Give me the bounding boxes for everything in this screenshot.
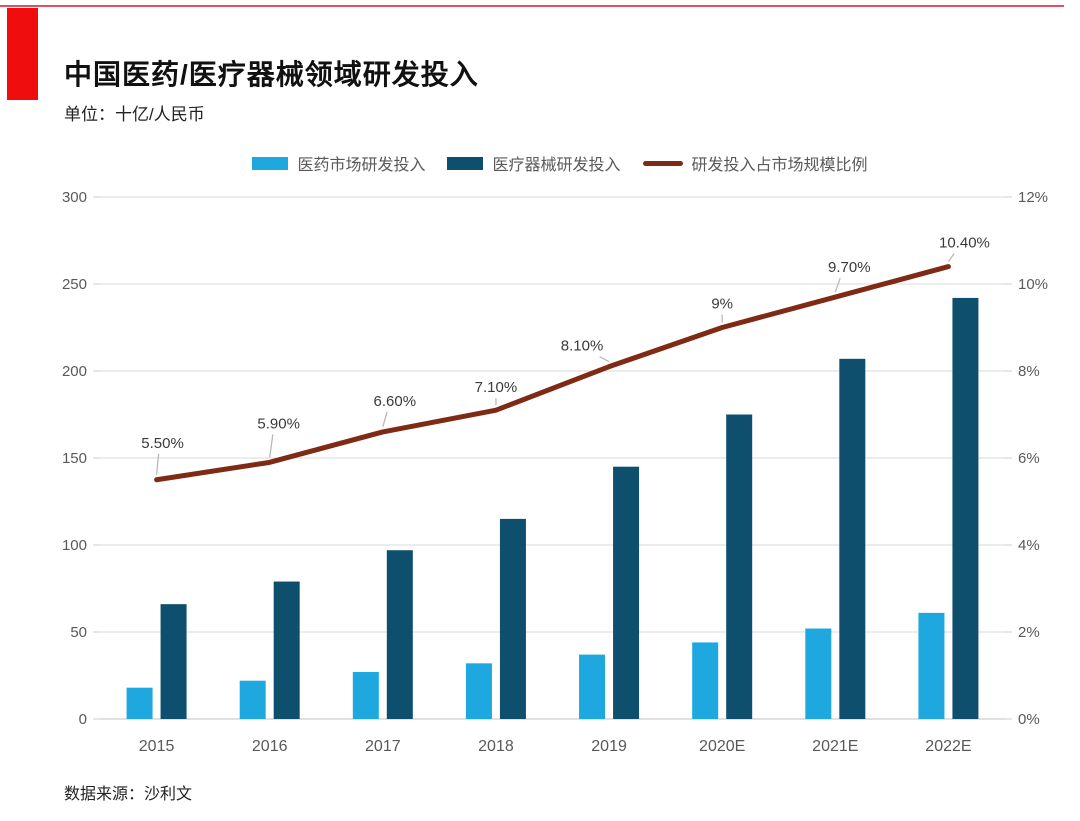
- x-category-label: 2016: [252, 738, 288, 755]
- x-category-label: 2017: [365, 738, 401, 755]
- bar-device-rd: [160, 604, 187, 719]
- unit-label: 单位：十亿/人民币: [64, 105, 205, 124]
- right-axis-label: 0%: [1018, 711, 1040, 728]
- ratio-point-label: 8.10%: [561, 338, 604, 355]
- label-leader-line: [947, 253, 955, 262]
- bar-pharma-rd: [805, 628, 832, 719]
- ratio-point-label: 10.40%: [939, 235, 990, 252]
- label-leader-line: [269, 434, 274, 458]
- right-axis-label: 12%: [1018, 189, 1048, 206]
- left-axis-label: 300: [62, 189, 87, 206]
- bar-pharma-rd: [579, 654, 606, 719]
- bar-device-rd: [386, 550, 413, 719]
- legend-item-device: 医疗器械研发投入: [447, 151, 621, 175]
- bar-device-rd: [726, 414, 753, 719]
- legend-label-pharma: 医药市场研发投入: [297, 157, 426, 174]
- left-axis-label: 200: [62, 363, 87, 380]
- bar-device-rd: [839, 358, 866, 719]
- x-category-label: 2019: [591, 738, 627, 755]
- ratio-point-label: 7.10%: [475, 379, 518, 396]
- bar-device-rd: [273, 581, 300, 719]
- ratio-line: [154, 264, 951, 483]
- left-axis-label: 250: [62, 276, 87, 293]
- legend-item-pharma: 医药市场研发投入: [252, 151, 425, 175]
- ratio-point-label: 9%: [711, 296, 733, 313]
- left-axis-label: 150: [62, 450, 87, 467]
- x-category-label: 2022E: [925, 738, 971, 755]
- left-axis-label: 50: [70, 624, 87, 641]
- legend-swatch-pharma-bar: [252, 156, 289, 170]
- ratio-point-label: 5.50%: [141, 435, 184, 452]
- legend-label-ratio: 研发投入占市场规模比例: [691, 157, 868, 174]
- bar-device-rd: [613, 466, 640, 719]
- ratio-point-label: 5.90%: [257, 415, 300, 432]
- brand-red-block: [7, 8, 38, 100]
- legend-item-ratio: 研发投入占市场规模比例: [642, 151, 868, 175]
- right-axis-label: 4%: [1018, 537, 1040, 554]
- legend-swatch-device-bar: [447, 156, 484, 170]
- source-note: 数据来源：沙利文: [64, 786, 193, 803]
- right-axis-label: 8%: [1018, 363, 1040, 380]
- chart-legend: 医药市场研发投入 医疗器械研发投入 研发投入占市场规模比例: [0, 151, 1080, 175]
- bar-pharma-rd: [126, 687, 153, 719]
- label-leader-line: [155, 453, 160, 475]
- x-category-label: 2021E: [812, 738, 858, 755]
- bar-pharma-rd: [239, 680, 266, 719]
- right-axis-label: 2%: [1018, 624, 1040, 641]
- top-rule-line: [0, 5, 1064, 7]
- bar-pharma-rd: [352, 672, 379, 719]
- page-title: 中国医药/医疗器械领域研发投入: [64, 58, 479, 90]
- left-axis-label: 0: [79, 711, 87, 728]
- ratio-point-label: 9.70%: [828, 259, 871, 276]
- label-leader-line: [834, 277, 841, 293]
- bar-device-rd: [952, 297, 979, 719]
- bar-device-rd: [499, 518, 526, 719]
- label-leader-line: [382, 411, 388, 428]
- legend-label-device: 医疗器械研发投入: [492, 157, 621, 174]
- bar-pharma-rd: [465, 663, 492, 719]
- bar-pharma-rd: [918, 612, 945, 719]
- left-axis-label: 100: [62, 537, 87, 554]
- x-category-label: 2020E: [699, 738, 745, 755]
- right-axis-label: 10%: [1018, 276, 1048, 293]
- label-leader-line: [599, 356, 610, 363]
- right-axis-label: 6%: [1018, 450, 1040, 467]
- x-category-label: 2018: [478, 738, 514, 755]
- x-category-label: 2015: [139, 738, 175, 755]
- ratio-point-label: 6.60%: [374, 393, 417, 410]
- legend-swatch-ratio-line: [642, 160, 683, 166]
- bar-pharma-rd: [692, 642, 719, 719]
